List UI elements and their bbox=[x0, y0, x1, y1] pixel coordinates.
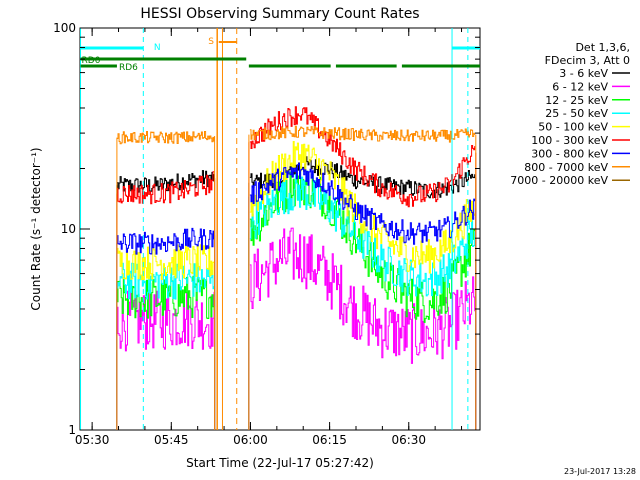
legend-entry-3: 12 - 25 keV bbox=[545, 94, 608, 107]
legend-entry-1: 3 - 6 keV bbox=[559, 67, 608, 80]
legend-entry-2: 6 - 12 keV bbox=[552, 80, 608, 93]
y-tick-label-1: 1 bbox=[68, 423, 76, 437]
y-tick-label-3: 100 bbox=[53, 21, 76, 35]
legend-entry-7: 300 - 800 keV bbox=[531, 147, 608, 160]
x-tick-label-5: 06:30 bbox=[391, 433, 426, 447]
legend-entry-5: 50 - 100 keV bbox=[538, 121, 608, 134]
legend-entry-6: 100 - 300 keV bbox=[531, 134, 608, 147]
legend-header-2: FDecim 3, Att 0 bbox=[545, 54, 630, 67]
rd6-label: RD6 bbox=[119, 63, 138, 73]
chart-title: HESSI Observing Summary Count Rates bbox=[140, 6, 419, 22]
series-line-4 bbox=[116, 174, 477, 430]
legend-header-1: Det 1,3,6, bbox=[575, 41, 630, 54]
legend-entry-4: 25 - 50 keV bbox=[545, 107, 608, 120]
saa-label: S bbox=[208, 37, 214, 47]
series-line-8 bbox=[116, 125, 477, 430]
x-tick-label-4: 06:15 bbox=[312, 433, 347, 447]
y-tick-label-2: 10 bbox=[61, 222, 76, 236]
rd0-label: RD0 bbox=[82, 56, 101, 66]
series-line-3 bbox=[116, 166, 477, 430]
night-label: N bbox=[154, 43, 161, 53]
x-tick-label-1: 05:30 bbox=[75, 433, 110, 447]
legend-entry-8: 800 - 7000 keV bbox=[524, 161, 608, 174]
x-tick-label-3: 06:00 bbox=[233, 433, 268, 447]
x-axis-label: Start Time (22-Jul-17 05:27:42) bbox=[186, 456, 374, 470]
legend-entry-9: 7000 - 20000 keV bbox=[510, 174, 608, 187]
axis-layer: 05:30 05:45 06:00 06:15 06:30 1 10 100 bbox=[53, 21, 480, 447]
y-axis-label: Count Rate (s⁻¹ detector⁻¹) bbox=[29, 147, 43, 310]
series-layer bbox=[116, 106, 477, 430]
x-tick-label-2: 05:45 bbox=[154, 433, 189, 447]
generated-timestamp: 23-Jul-2017 13:28 bbox=[564, 467, 636, 476]
